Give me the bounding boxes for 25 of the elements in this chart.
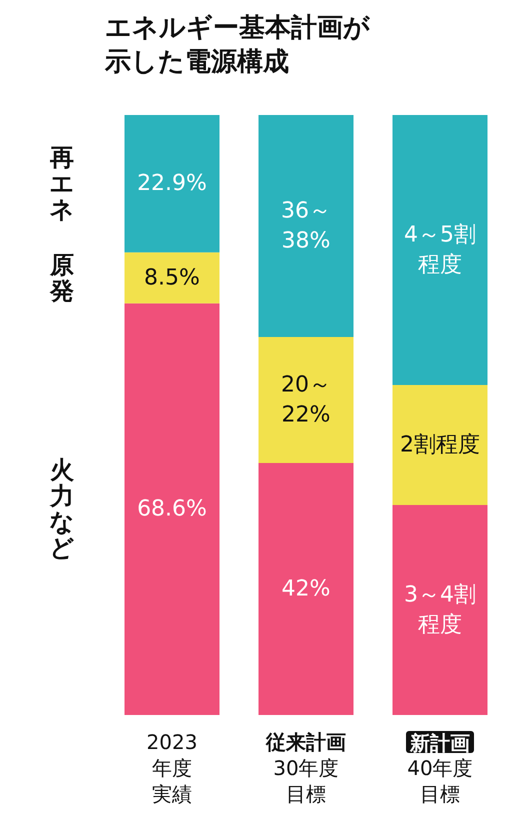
bar (392, 385, 488, 505)
bar (258, 115, 354, 337)
x-tick-label: 従来計画30年度目標 (265, 730, 346, 806)
chart-title: エネルギー基本計画が示した電源構成 (104, 13, 371, 77)
bar (392, 505, 488, 715)
bar (258, 463, 354, 715)
bar (392, 115, 488, 385)
x-tick-label: 新計画40年度目標 (407, 731, 473, 806)
data-label: 68.6% (137, 496, 207, 522)
annotation: 2割程度 (400, 432, 480, 458)
text: 原発 (49, 250, 74, 305)
bar (124, 252, 220, 304)
annotation: 3～4割程度 (404, 582, 476, 638)
bar (124, 303, 220, 715)
annotation: 36～38% (281, 198, 331, 254)
text: 再エネ (49, 144, 74, 224)
bar (258, 337, 354, 463)
bar (124, 115, 220, 252)
data-label: 8.5% (144, 265, 200, 290)
annotation: 4～5割程度 (404, 222, 476, 278)
text: 火力など (49, 456, 75, 562)
annotation: 20～22% (281, 372, 331, 428)
x-tick-label: 2023年度実績 (146, 730, 198, 806)
data-label: 22.9% (137, 171, 207, 196)
data-label: 42% (282, 576, 330, 602)
